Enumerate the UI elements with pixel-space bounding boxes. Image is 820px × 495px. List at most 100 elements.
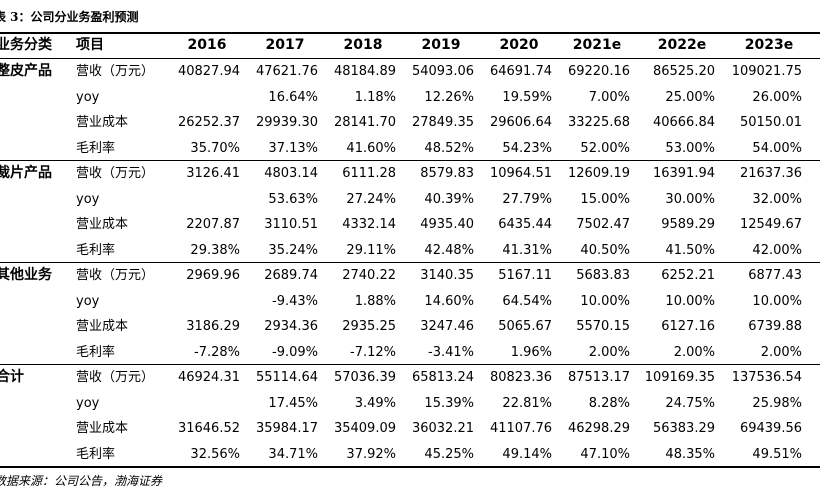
- header-cell: 2021e: [572, 37, 622, 53]
- table-cell: 2969.96: [186, 268, 240, 283]
- header-cell: 2023e: [744, 37, 794, 53]
- table-cell: 54.00%: [752, 140, 802, 156]
- table-cell: 25.00%: [665, 89, 715, 105]
- table-cell: 86525.20: [652, 64, 715, 79]
- table-cell: 6877.43: [748, 268, 802, 283]
- row-label: 营收（万元）: [76, 166, 155, 181]
- table-cell: 5683.83: [576, 268, 630, 283]
- table-cell: 6127.16: [661, 319, 715, 334]
- table-cell: 3.49%: [354, 395, 396, 411]
- row-label: yoy: [76, 293, 100, 309]
- table-cell: 10.00%: [580, 293, 630, 309]
- header-cell: 项目: [76, 37, 104, 53]
- table-cell: 41.31%: [502, 242, 552, 258]
- row-label: 毛利率: [76, 242, 116, 258]
- table-cell: 12.26%: [424, 89, 474, 105]
- table-cell: 16391.94: [652, 166, 715, 181]
- table-cell: 32.00%: [752, 191, 802, 207]
- row-label: yoy: [76, 395, 100, 411]
- table-cell: 65813.24: [411, 370, 474, 385]
- table-cell: 40.39%: [424, 191, 474, 207]
- table-cell: 15.39%: [424, 395, 474, 411]
- table-cell: 2740.22: [342, 268, 396, 283]
- table-cell: 40.50%: [580, 242, 630, 258]
- header-cell: 2022e: [657, 37, 707, 53]
- table-cell: 26.00%: [752, 89, 802, 105]
- table-cell: 15.00%: [580, 191, 630, 207]
- table-cell: 35.24%: [268, 242, 318, 258]
- row-label: 营收（万元）: [76, 370, 155, 385]
- table-cell: 41107.76: [489, 421, 552, 436]
- table-cell: 53.00%: [665, 140, 715, 156]
- table-cell: 30.00%: [665, 191, 715, 207]
- table-cell: 50150.01: [739, 115, 802, 130]
- table-cell: 69439.56: [739, 421, 802, 436]
- table-cell: 2689.74: [264, 268, 318, 283]
- table-cell: 5570.15: [576, 319, 630, 334]
- table-cell: 57036.39: [333, 370, 396, 385]
- table-cell: 27849.35: [411, 115, 474, 130]
- table-cell: 1.96%: [510, 344, 552, 360]
- table-title: 表 3：公司分业务盈利预测: [0, 10, 139, 24]
- table-cell: 55114.64: [255, 370, 318, 385]
- table-cell: 28141.70: [333, 115, 396, 130]
- rule: [0, 32, 820, 34]
- table-cell: 9589.29: [661, 217, 715, 232]
- table-cell: 12549.67: [739, 217, 802, 232]
- row-label: 营业成本: [76, 421, 129, 436]
- table-cell: 14.60%: [424, 293, 474, 309]
- table-cell: 26252.37: [177, 115, 240, 130]
- table-cell: 42.48%: [424, 242, 474, 258]
- header-cell: 2019: [421, 37, 461, 53]
- table-cell: 137536.54: [731, 370, 802, 385]
- table-cell: 64.54%: [502, 293, 552, 309]
- table-cell: 1.18%: [354, 89, 396, 105]
- table-cell: -3.41%: [428, 344, 474, 360]
- table-cell: 17.45%: [268, 395, 318, 411]
- table-cell: 35.70%: [190, 140, 240, 156]
- table-cell: 3247.46: [420, 319, 474, 334]
- table-cell: 3140.35: [420, 268, 474, 283]
- row-label: 营业成本: [76, 115, 129, 130]
- table-cell: 29.38%: [190, 242, 240, 258]
- table-cell: 32.56%: [190, 446, 240, 462]
- table-cell: 5167.11: [498, 268, 552, 283]
- table-cell: 46924.31: [177, 370, 240, 385]
- table-cell: 56383.29: [652, 421, 715, 436]
- table-cell: 47621.76: [255, 64, 318, 79]
- table-cell: 34.71%: [268, 446, 318, 462]
- rule: [0, 466, 820, 468]
- table-cell: 2.00%: [673, 344, 715, 360]
- table-cell: 27.79%: [502, 191, 552, 207]
- table-cell: 22.81%: [502, 395, 552, 411]
- table-cell: 64691.74: [489, 64, 552, 79]
- table-cell: 40827.94: [177, 64, 240, 79]
- source-note: 数据来源：公司公告，渤海证券: [0, 474, 163, 488]
- table-cell: 10.00%: [752, 293, 802, 309]
- row-label: yoy: [76, 89, 100, 105]
- table-cell: 45.25%: [424, 446, 474, 462]
- table-cell: 3186.29: [186, 319, 240, 334]
- table-cell: 10.00%: [665, 293, 715, 309]
- table-cell: 109021.75: [731, 64, 802, 79]
- table-cell: 3126.41: [186, 166, 240, 181]
- header-cell: 2016: [187, 37, 227, 53]
- table-cell: 2.00%: [588, 344, 630, 360]
- table-cell: 12609.19: [567, 166, 630, 181]
- table-cell: 19.59%: [502, 89, 552, 105]
- table-cell: 29.11%: [346, 242, 396, 258]
- table-cell: 6739.88: [748, 319, 802, 334]
- group-name: 裁片产品: [0, 165, 52, 181]
- table-cell: 35984.17: [255, 421, 318, 436]
- table-cell: 49.51%: [752, 446, 802, 462]
- header-cell: 2018: [343, 37, 383, 53]
- row-label: 营业成本: [76, 319, 129, 334]
- table-cell: 6252.21: [661, 268, 715, 283]
- rule: [0, 262, 820, 263]
- table-cell: 37.92%: [346, 446, 396, 462]
- table-cell: 2.00%: [760, 344, 802, 360]
- table-cell: 42.00%: [752, 242, 802, 258]
- row-label: 毛利率: [76, 446, 116, 462]
- table-cell: 35409.09: [333, 421, 396, 436]
